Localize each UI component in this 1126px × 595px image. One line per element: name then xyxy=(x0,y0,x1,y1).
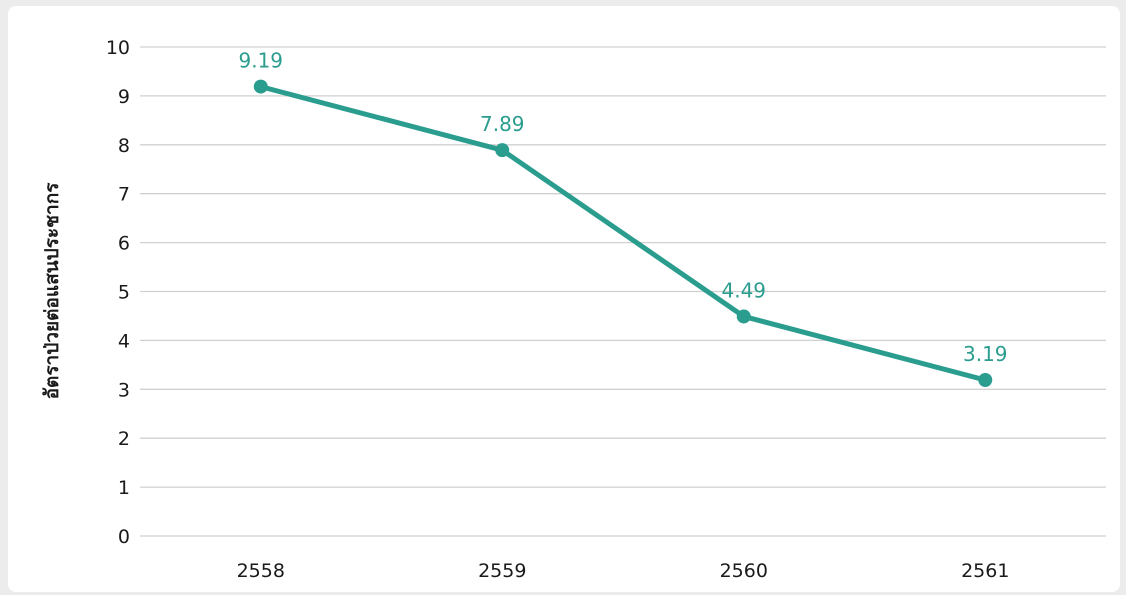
y-tick-label: 10 xyxy=(106,37,130,59)
gridlines xyxy=(140,46,1106,537)
y-tick-label: 9 xyxy=(118,86,130,108)
data-point xyxy=(978,373,993,388)
y-axis-ticks: 0 1 2 3 4 5 6 7 8 9 10 xyxy=(106,37,130,548)
line-chart: 0 1 2 3 4 5 6 7 8 9 10 2558 2559 2560 2561 9.19 7.89 4.… xyxy=(41,37,1106,582)
data-label: 3.19 xyxy=(963,342,1008,366)
data-label: 4.49 xyxy=(721,278,766,302)
y-tick-label: 7 xyxy=(118,184,130,206)
y-axis-title: อัตราป่วยต่อแสนประชากร xyxy=(41,182,63,400)
x-tick-label: 2559 xyxy=(478,560,526,582)
x-axis-ticks: 2558 2559 2560 2561 xyxy=(237,560,1010,582)
y-tick-label: 8 xyxy=(118,135,130,157)
y-tick-label: 1 xyxy=(118,477,130,499)
y-tick-label: 6 xyxy=(118,233,130,255)
data-point xyxy=(736,309,751,324)
y-tick-label: 4 xyxy=(118,330,130,352)
x-tick-label: 2558 xyxy=(237,560,285,582)
y-tick-label: 3 xyxy=(118,379,130,401)
y-tick-label: 0 xyxy=(118,526,130,548)
series-line-group xyxy=(253,79,993,388)
series-line xyxy=(258,84,988,383)
data-labels: 9.19 7.89 4.49 3.19 xyxy=(238,49,1007,366)
data-point xyxy=(253,79,268,94)
chart-card: 0 1 2 3 4 5 6 7 8 9 10 2558 2559 2560 2561 9.19 7.89 4.… xyxy=(8,6,1120,592)
x-tick-label: 2561 xyxy=(961,560,1009,582)
data-label: 7.89 xyxy=(480,112,525,136)
data-point xyxy=(495,143,510,158)
data-label: 9.19 xyxy=(238,49,283,73)
y-tick-label: 5 xyxy=(118,282,130,304)
x-tick-label: 2560 xyxy=(720,560,768,582)
y-tick-label: 2 xyxy=(118,428,130,450)
